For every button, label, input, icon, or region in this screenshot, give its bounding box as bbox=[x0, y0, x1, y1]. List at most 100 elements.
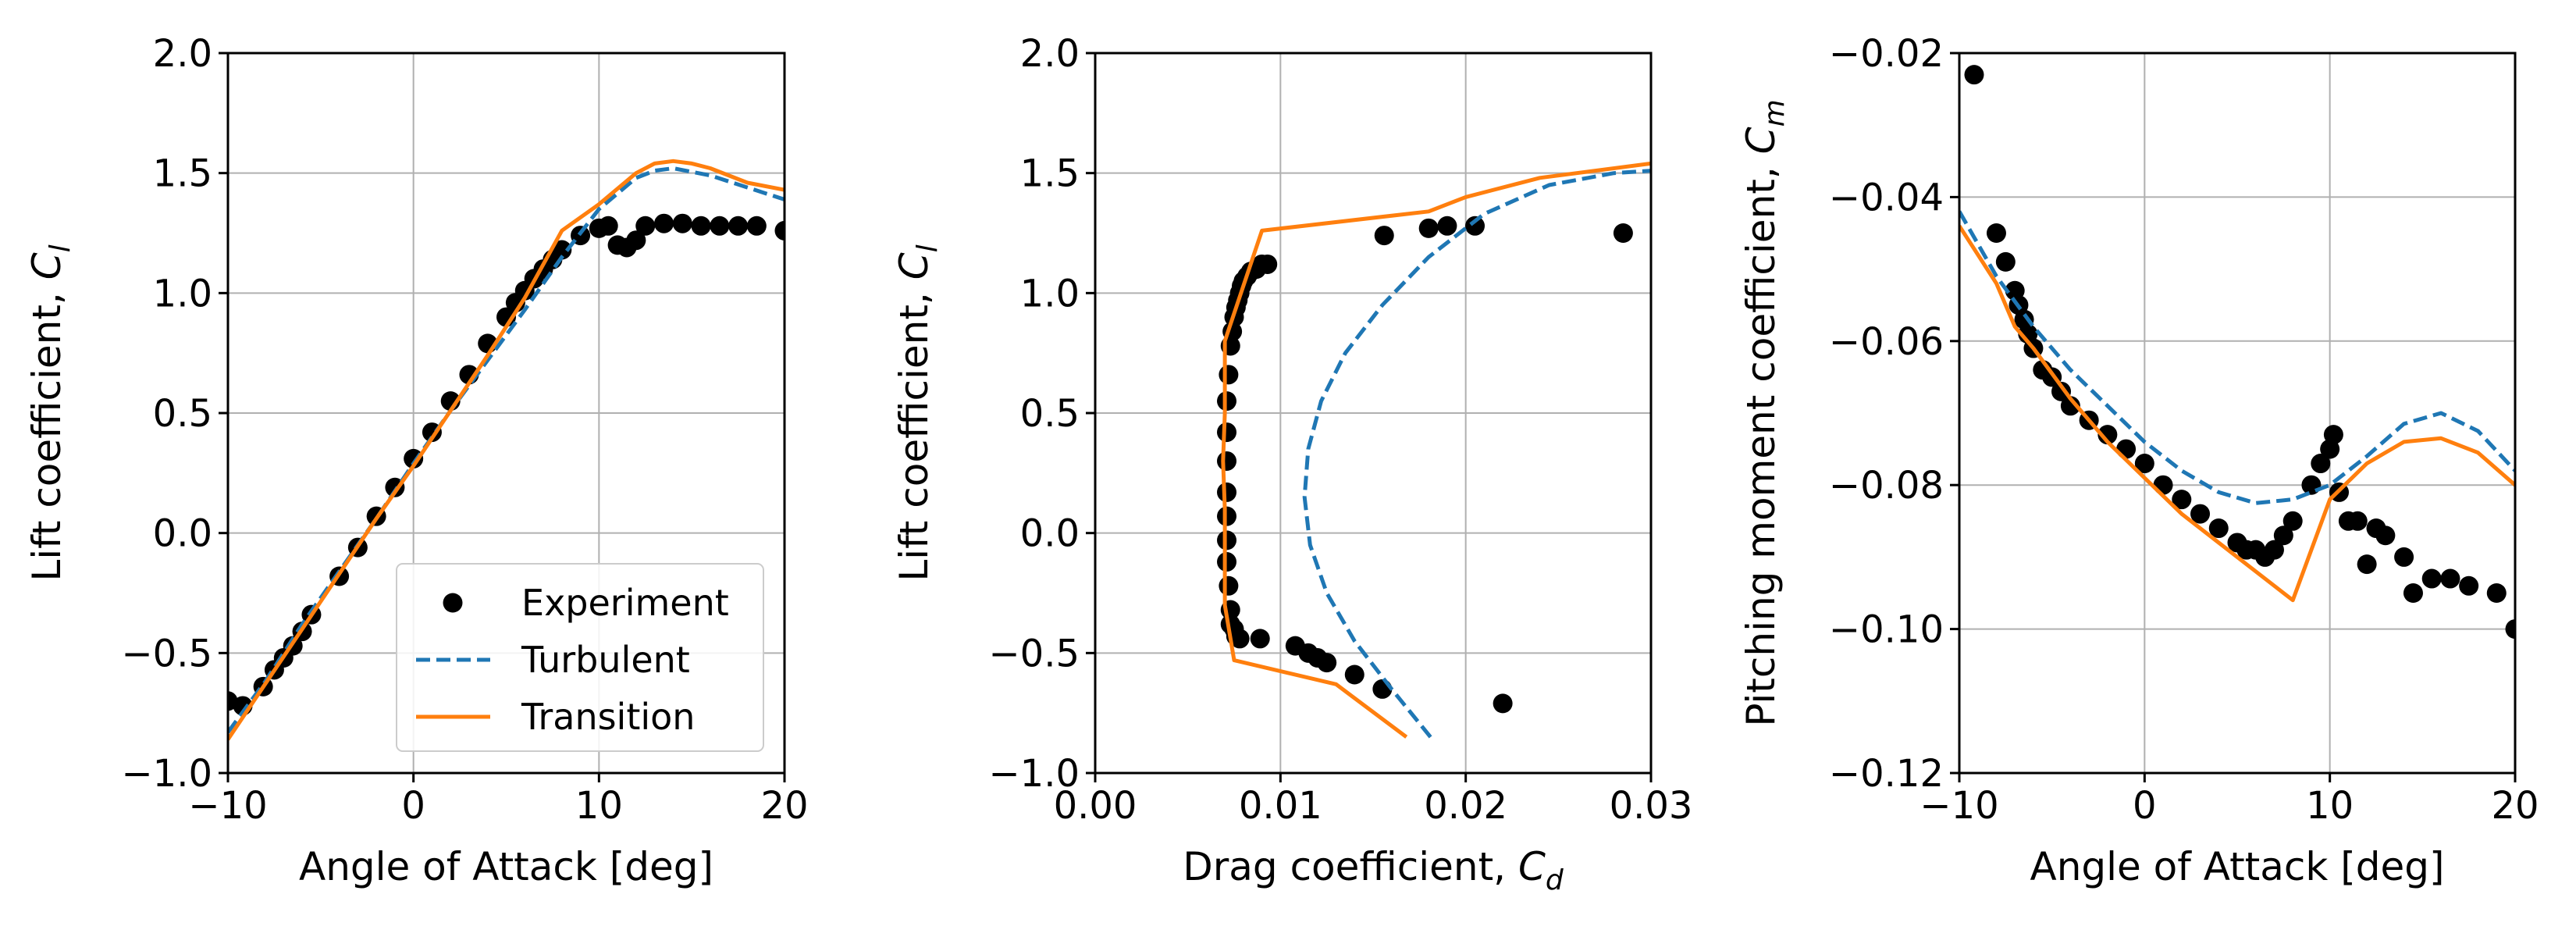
lift-vs-aoa-chart: −10 0 10 20 −1.0 −0.5 0.0 0.5 1.0 1.5 2.0 Angle of … bbox=[24, 32, 809, 889]
y-tick-label: 2.0 bbox=[153, 32, 212, 76]
experiment-point bbox=[1374, 226, 1394, 246]
transition-line bbox=[1959, 224, 2515, 603]
experiment-point bbox=[2440, 568, 2460, 589]
experiment-point bbox=[552, 240, 572, 260]
x-tick-label: 20 bbox=[760, 784, 808, 828]
experiment-point bbox=[2060, 396, 2080, 416]
y-tick-label: −0.08 bbox=[1829, 464, 1944, 508]
y-axis-label-text: Pitching moment coefficient, bbox=[1738, 154, 1784, 726]
y-tick-label: 0.0 bbox=[1020, 512, 1080, 556]
x-tick-label: 20 bbox=[2491, 784, 2539, 828]
x-axis-label-text: Drag coefficient, bbox=[1183, 844, 1518, 889]
experiment-point bbox=[2394, 547, 2414, 567]
y-axis-label: Lift coefficient, Cl bbox=[24, 244, 76, 581]
experiment-point bbox=[1217, 482, 1237, 502]
experiment-point bbox=[1613, 223, 1633, 243]
experiment-point bbox=[2190, 504, 2211, 524]
y-tick-label: 1.5 bbox=[153, 152, 212, 196]
y-tick-label: −0.5 bbox=[988, 632, 1080, 675]
experiment-point bbox=[2301, 475, 2322, 495]
experiment-series bbox=[1217, 216, 1633, 714]
experiment-point bbox=[2208, 518, 2229, 539]
x-axis-label: Angle of Attack [deg] bbox=[2030, 844, 2444, 889]
experiment-point bbox=[2505, 619, 2515, 640]
legend-frame bbox=[396, 563, 764, 752]
x-axis-label-symbol: C bbox=[1518, 844, 1546, 889]
x-tick-label: 10 bbox=[575, 784, 623, 828]
experiment-point bbox=[2459, 575, 2479, 596]
experiment-point bbox=[2486, 583, 2507, 603]
y-tick-label: −1.0 bbox=[988, 752, 1080, 796]
experiment-point bbox=[626, 230, 646, 251]
experiment-point bbox=[2421, 568, 2442, 589]
experiment-point bbox=[1219, 365, 1239, 385]
experiment-point bbox=[728, 216, 749, 236]
y-tick-label: −0.04 bbox=[1829, 176, 1944, 219]
experiment-point bbox=[672, 213, 692, 233]
experiment-point bbox=[2403, 583, 2423, 603]
experiment-point bbox=[1995, 251, 2016, 272]
x-tick-label: 0 bbox=[2133, 784, 2157, 828]
turbulent-legend-label: Turbulent bbox=[521, 639, 690, 681]
x-axis-label: Drag coefficient, Cd bbox=[1183, 844, 1564, 896]
experiment-point bbox=[1217, 451, 1237, 471]
lift-vs-drag-chart: 0.00 0.01 0.02 0.03 −1.0 −0.5 0.0 0.5 1.0 1.5 2.0 D… bbox=[891, 32, 1692, 896]
legend: Experiment Turbulent Transition bbox=[396, 563, 764, 752]
x-axis-label: Angle of Attack [deg] bbox=[299, 844, 713, 889]
experiment-point bbox=[2357, 554, 2377, 575]
experiment-point bbox=[1229, 629, 1250, 649]
experiment-point bbox=[774, 220, 785, 240]
y-axis-label-text: Lift coefficient, bbox=[891, 280, 937, 581]
experiment-point bbox=[635, 216, 656, 236]
y-axis-label-subscript: m bbox=[1759, 99, 1791, 126]
experiment-point bbox=[1465, 216, 1485, 236]
turbulent-line bbox=[1959, 210, 2515, 505]
x-axis-label-subscript: d bbox=[1546, 864, 1564, 896]
x-axis-label-text: Angle of Attack [deg] bbox=[299, 844, 713, 889]
experiment-point bbox=[691, 216, 711, 236]
y-tick-label: −0.06 bbox=[1829, 320, 1944, 364]
experiment-series bbox=[1964, 65, 2515, 640]
experiment-point bbox=[1217, 422, 1237, 443]
y-tick-label: 1.0 bbox=[1020, 272, 1080, 315]
experiment-point bbox=[1437, 216, 1457, 236]
plot-area bbox=[1959, 65, 2515, 640]
x-axis-label-text: Angle of Attack [deg] bbox=[2030, 844, 2444, 889]
transition-legend-label: Transition bbox=[521, 696, 695, 738]
experiment-point bbox=[598, 216, 618, 236]
y-tick-label: −1.0 bbox=[121, 752, 212, 796]
x-tick-label: 0.02 bbox=[1424, 784, 1507, 828]
y-tick-label: −0.10 bbox=[1829, 608, 1944, 652]
experiment-point bbox=[1219, 575, 1239, 596]
experiment-point bbox=[2273, 526, 2293, 546]
y-tick-label: 0.5 bbox=[153, 392, 212, 436]
y-tick-label: 1.0 bbox=[153, 272, 212, 315]
grid bbox=[1959, 52, 2516, 774]
experiment-legend-label: Experiment bbox=[521, 582, 729, 624]
experiment-point bbox=[1418, 218, 1439, 238]
y-tick-label: −0.12 bbox=[1829, 752, 1944, 796]
experiment-point bbox=[710, 216, 730, 236]
x-tick-label: 10 bbox=[2306, 784, 2354, 828]
y-tick-label: 1.5 bbox=[1020, 152, 1080, 196]
y-axis-label-symbol: C bbox=[891, 252, 937, 280]
y-axis-label-text: Lift coefficient, bbox=[24, 280, 69, 581]
experiment-point bbox=[2097, 425, 2118, 445]
experiment-point bbox=[1250, 629, 1270, 649]
experiment-point bbox=[1344, 664, 1364, 685]
y-axis-label: Lift coefficient, Cl bbox=[891, 244, 944, 581]
y-axis-label-symbol: C bbox=[1738, 126, 1784, 154]
experiment-point bbox=[1964, 65, 1984, 85]
y-axis-label-subscript: l bbox=[912, 244, 944, 252]
experiment-point bbox=[2311, 454, 2331, 474]
x-tick-label: −10 bbox=[1920, 784, 1998, 828]
plot-area bbox=[228, 159, 785, 741]
experiment-point bbox=[1317, 653, 1337, 673]
y-tick-label: −0.02 bbox=[1829, 32, 1944, 76]
experiment-point bbox=[1258, 254, 1278, 274]
experiment-point bbox=[2134, 454, 2154, 474]
experiment-point bbox=[2347, 511, 2368, 531]
moment-vs-aoa-chart: −10 0 10 20 −0.12 −0.10 −0.08 −0.06 −0.04 −0.02 An… bbox=[1738, 32, 2539, 889]
experiment-point bbox=[1986, 223, 2006, 243]
experiment-point bbox=[2051, 381, 2072, 401]
